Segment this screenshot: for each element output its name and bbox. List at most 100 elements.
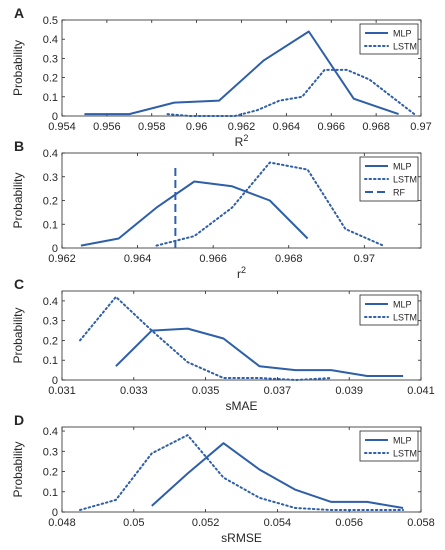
x-tick-label: 0.964	[124, 253, 152, 265]
x-tick-label: 0.054	[264, 517, 292, 529]
y-axis-label: Probability	[11, 441, 25, 497]
x-tick-label: 0.037	[264, 385, 292, 397]
legend-box	[359, 430, 419, 462]
x-axis-label: sRMSE	[221, 531, 262, 545]
x-tick-label: 0.048	[48, 517, 76, 529]
series-lstm	[166, 68, 416, 117]
panel-d: 0.048 0.05 0.052 0.054 0.056 0.058 0 0.1 0.2 0.3 0…	[11, 412, 435, 545]
series-lstm	[79, 434, 405, 511]
x-axis-label: r2	[237, 265, 246, 281]
panel-letter: C	[14, 276, 24, 292]
axes-frame	[61, 426, 422, 513]
x-tick-label: 0.05	[123, 517, 144, 529]
x-tick-label: 0.968	[362, 121, 390, 133]
y-tick-label: 0.4	[43, 426, 58, 438]
x-axis-label-superscript: 2	[243, 133, 248, 143]
y-tick-label: 0.1	[43, 219, 58, 231]
y-tick-label: 0.3	[43, 53, 58, 65]
legend: MLP LSTM RF	[359, 156, 419, 202]
x-tick-label: 0.052	[192, 517, 220, 529]
y-tick-label: 0.4	[43, 34, 58, 46]
x-tick-label: 0.039	[335, 385, 363, 397]
legend-label-lstm: LSTM	[393, 313, 417, 323]
panel-letter: B	[14, 138, 24, 154]
series-mlp	[151, 442, 404, 509]
panel-letter: A	[14, 5, 24, 21]
x-tick-label: 0.035	[192, 385, 220, 397]
x-tick-label: 0.97	[410, 121, 431, 133]
y-tick-label: 0.5	[43, 15, 58, 27]
legend-label-mlp: MLP	[393, 29, 412, 39]
y-tick-label: 0.2	[43, 335, 58, 347]
y-tick-label: 0.4	[43, 296, 58, 308]
axes-frame	[61, 290, 422, 381]
legend: MLP LSTM	[359, 23, 419, 55]
series-line-lstm	[155, 161, 385, 247]
x-tick-label: 0.031	[48, 385, 76, 397]
y-tick-label: 0.2	[43, 196, 58, 208]
y-tick-label: 0	[52, 375, 58, 387]
x-tick-label: 0.97	[354, 253, 375, 265]
y-axis-label: Probability	[11, 172, 25, 228]
y-tick-label: 0.1	[43, 355, 58, 367]
x-tick-label: 0.058	[407, 517, 435, 529]
panel-c: 0.031 0.033 0.035 0.037 0.039 0.041 0 0.1 0.2 0.3…	[11, 276, 435, 413]
y-axis-label: Probability	[11, 307, 25, 363]
x-axis-label-text: sMAE	[225, 399, 257, 413]
x-axis-label-text: sRMSE	[221, 531, 262, 545]
y-tick-label: 0.1	[43, 487, 58, 499]
series-mlp	[115, 327, 404, 377]
x-tick-label: 0.964	[273, 121, 301, 133]
series-line-lstm	[79, 295, 333, 381]
x-axis-label-text: r	[237, 267, 241, 281]
legend: MLP LSTM	[359, 294, 419, 326]
y-tick-label: 0	[52, 111, 58, 123]
legend-box	[359, 23, 419, 55]
x-tick-label: 0.96	[186, 121, 207, 133]
series-line-lstm	[79, 434, 405, 511]
legend: MLP LSTM	[359, 430, 419, 462]
y-tick-label: 0.3	[43, 172, 58, 184]
series-lstm	[155, 161, 385, 247]
y-tick-label: 0.2	[43, 73, 58, 85]
legend-label-lstm: LSTM	[393, 175, 417, 185]
series-line-mlp	[84, 30, 399, 116]
legend-box	[359, 294, 419, 326]
x-axis-label: sMAE	[225, 399, 257, 413]
y-tick-label: 0	[52, 507, 58, 519]
y-tick-label: 0.2	[43, 467, 58, 479]
x-axis-label-text: R	[235, 135, 244, 149]
y-axis-label: Probability	[11, 40, 25, 96]
x-tick-label: 0.968	[275, 253, 303, 265]
legend-label-rf: RF	[393, 188, 405, 198]
series-lstm	[79, 295, 333, 381]
y-tick-label: 0	[52, 243, 58, 255]
x-tick-label: 0.956	[93, 121, 121, 133]
x-tick-label: 0.962	[48, 253, 76, 265]
legend-label-mlp: MLP	[393, 162, 412, 172]
x-tick-label: 0.033	[120, 385, 148, 397]
x-tick-label: 0.966	[317, 121, 345, 133]
x-tick-label: 0.958	[138, 121, 166, 133]
series-line-mlp	[151, 442, 404, 509]
series-line-lstm	[166, 68, 416, 117]
legend-label-mlp: MLP	[393, 436, 412, 446]
x-axis-label-superscript: 2	[241, 265, 246, 275]
series-line-mlp	[115, 327, 404, 377]
panel-a: 0.954 0.956 0.958 0.96 0.962 0.964 0.966 0.968 0…	[11, 5, 432, 149]
series-mlp	[84, 30, 399, 116]
x-tick-label: 0.056	[335, 517, 363, 529]
panel-b: 0.962 0.964 0.966 0.968 0.97 0 0.1 0.2 0.3 0.4 B Pr…	[11, 138, 422, 281]
panel-letter: D	[14, 412, 24, 428]
legend-label-lstm: LSTM	[393, 449, 417, 459]
x-tick-label: 0.966	[199, 253, 227, 265]
legend-label-mlp: MLP	[393, 300, 412, 310]
series-mlp	[80, 180, 309, 247]
y-tick-label: 0.3	[43, 316, 58, 328]
x-tick-label: 0.962	[228, 121, 256, 133]
y-tick-label: 0.3	[43, 446, 58, 458]
legend-label-lstm: LSTM	[393, 42, 417, 52]
y-tick-label: 0.1	[43, 92, 58, 104]
x-axis-label: R2	[235, 133, 249, 149]
